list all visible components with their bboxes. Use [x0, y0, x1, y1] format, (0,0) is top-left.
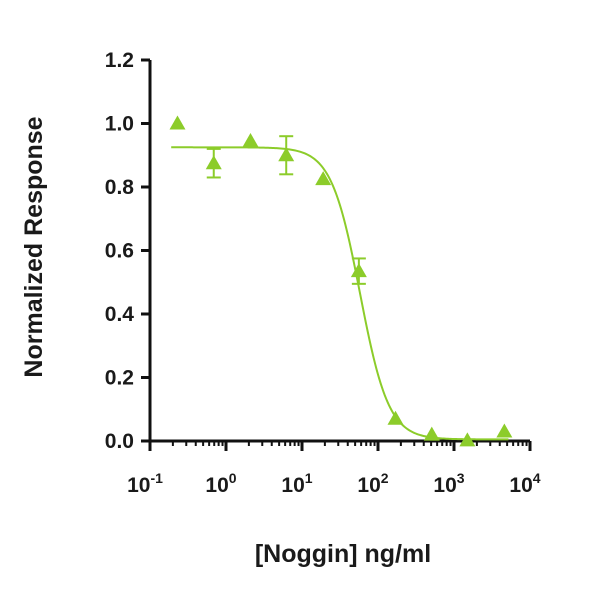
data-point [315, 171, 332, 186]
y-tick-labels: 0.0 0.2 0.4 0.6 0.8 1.0 1.2 [105, 49, 135, 453]
x-tick-label: 101 [281, 470, 312, 497]
y-tick-label: 0.8 [105, 176, 135, 199]
data-point [423, 426, 440, 441]
data-point [496, 423, 513, 438]
axes [141, 58, 532, 451]
y-tick-label: 1.0 [105, 113, 134, 136]
x-tick-labels: 10-1 100 101 102 103 104 [127, 470, 541, 497]
data-point [278, 147, 295, 162]
data-point [169, 115, 186, 130]
fit-curve-group [171, 146, 509, 441]
y-tick-label: 1.2 [105, 49, 134, 72]
data-point [205, 155, 222, 170]
x-tick-label: 10-1 [127, 470, 163, 497]
data-point [387, 410, 404, 425]
data-points [169, 115, 513, 447]
y-tick-label: 0.6 [105, 240, 134, 263]
y-tick-label: 0.4 [105, 303, 135, 326]
y-axis-label: Normalized Response [20, 116, 48, 377]
x-tick-label: 102 [357, 470, 388, 497]
data-point [242, 132, 259, 147]
fit-curve [171, 146, 509, 441]
y-tick-label: 0.2 [105, 367, 134, 390]
data-point [459, 432, 476, 447]
x-tick-label: 100 [205, 470, 236, 497]
data-point [350, 263, 367, 278]
x-tick-label: 104 [509, 470, 540, 497]
y-tick-label: 0.0 [105, 430, 134, 453]
x-axis-label: [Noggin] ng/ml [255, 540, 431, 568]
x-tick-label: 103 [433, 470, 464, 497]
